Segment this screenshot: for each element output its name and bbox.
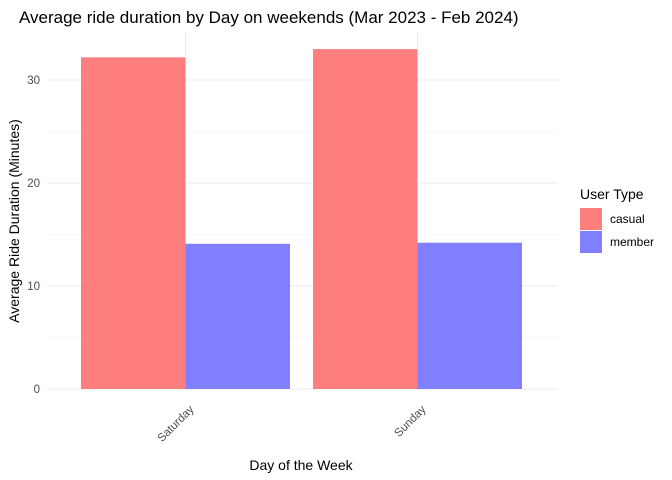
legend-title: User Type bbox=[580, 186, 644, 202]
x-tick-label: Saturday bbox=[156, 403, 197, 444]
legend-label-casual: casual bbox=[610, 212, 645, 226]
legend-key-casual bbox=[580, 208, 602, 230]
y-tick-label: 0 bbox=[34, 384, 40, 396]
y-tick-label: 10 bbox=[27, 281, 40, 293]
legend: User Type casual member bbox=[580, 186, 654, 253]
bar-member-saturday bbox=[185, 243, 290, 389]
y-tick-label: 30 bbox=[27, 75, 40, 87]
chart-title: Average ride duration by Day on weekends… bbox=[19, 8, 519, 27]
bars bbox=[81, 49, 522, 390]
y-axis-title: Average Ride Duration (Minutes) bbox=[6, 119, 22, 323]
x-tick-label: Sunday bbox=[393, 403, 429, 439]
x-axis-title: Day of the Week bbox=[249, 457, 353, 473]
legend-items: casual member bbox=[580, 208, 654, 253]
legend-label-member: member bbox=[610, 235, 654, 249]
bar-casual-sunday bbox=[313, 49, 418, 389]
bar-casual-saturday bbox=[81, 57, 186, 390]
x-axis-ticks: Saturday Sunday bbox=[156, 403, 429, 444]
y-axis-ticks: 0 10 20 30 bbox=[27, 75, 40, 396]
bar-member-sunday bbox=[417, 242, 522, 389]
y-tick-label: 20 bbox=[27, 178, 40, 190]
legend-key-member bbox=[580, 231, 602, 253]
